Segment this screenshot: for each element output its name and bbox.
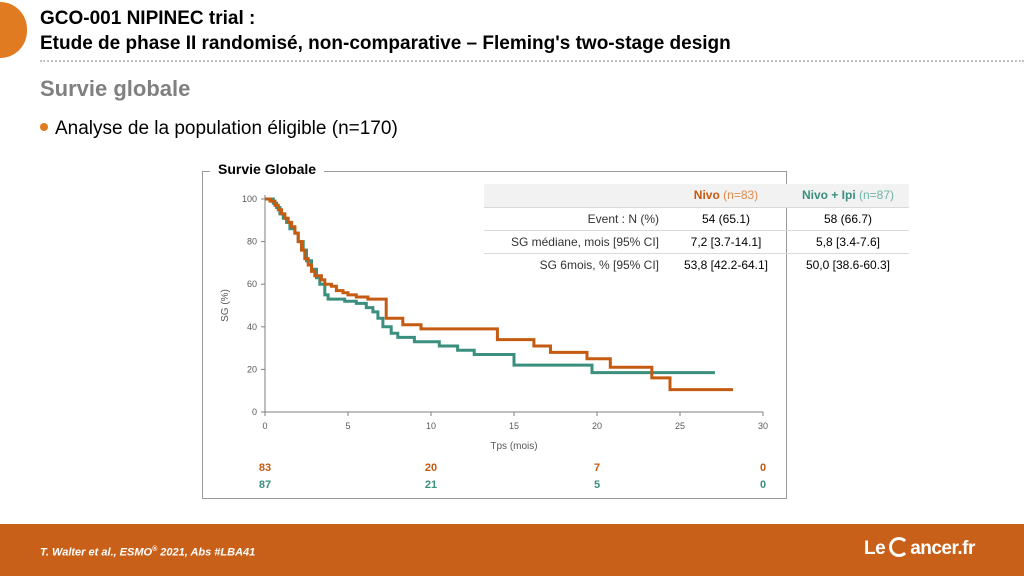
series-line-nivo-ipi <box>265 197 715 375</box>
stats-header-nivo: Nivo (n=83) <box>665 184 787 207</box>
x-tick-label: 20 <box>592 421 602 431</box>
y-tick-label: 60 <box>247 279 257 289</box>
stats-row-label: Event : N (%) <box>484 206 665 230</box>
y-tick-label: 80 <box>247 237 257 247</box>
stats-combo-value: 58 (66.7) <box>787 206 909 230</box>
footer-citation: T. Walter et al., ESMO® 2021, Abs #LBA41 <box>40 546 255 559</box>
header-nivo-name: Nivo <box>693 188 720 203</box>
stats-row-label: SG 6mois, % [95% CI] <box>484 252 665 276</box>
stats-row-label: SG médiane, mois [95% CI] <box>484 229 665 253</box>
y-tick-label: 100 <box>242 194 257 204</box>
x-tick-label: 10 <box>426 421 436 431</box>
brand-logo-suffix: ancer.fr <box>910 538 975 559</box>
chart-curves <box>265 197 734 392</box>
at-risk-combo-value: 87 <box>259 479 271 491</box>
title-line-1: GCO-001 NIPINEC trial : <box>40 8 256 29</box>
bullet-dot-icon <box>40 122 48 131</box>
series-line-nivo <box>265 197 734 392</box>
x-tick-label: 25 <box>675 421 685 431</box>
title-divider <box>40 60 1024 62</box>
at-risk-nivo-value: 0 <box>760 462 766 474</box>
at-risk-nivo-value: 83 <box>259 462 271 474</box>
stats-header-combo: Nivo + Ipi (n=87) <box>787 184 909 207</box>
bullet-item: Analyse de la population éligible (n=170… <box>40 118 398 140</box>
bullet-text: Analyse de la population éligible (n=170… <box>55 118 398 139</box>
citation-main: T. Walter et al., ESMO <box>40 546 153 559</box>
y-axis-title: SG (%) <box>220 289 231 322</box>
header-combo-n: (n=87) <box>859 188 895 203</box>
stats-row: SG 6mois, % [95% CI] 53,8 [42.2-64.1] 50… <box>484 252 909 276</box>
stats-header-row: Nivo (n=83) Nivo + Ipi (n=87) <box>484 184 909 207</box>
stats-row: Event : N (%) 54 (65.1) 58 (66.7) <box>484 206 909 230</box>
x-tick-label: 5 <box>345 421 350 431</box>
brand-logo-prefix: Le <box>864 538 886 559</box>
header-combo-name: Nivo + Ipi <box>801 188 856 203</box>
at-risk-table: 83 87 20 21 7 5 0 0 <box>259 462 766 491</box>
chart-axes: 0 20 40 60 80 100 0 5 10 15 20 25 30 Tps (mois) SG (%) <box>220 194 768 452</box>
at-risk-nivo-value: 7 <box>594 462 600 474</box>
at-risk-combo-value: 21 <box>425 479 437 491</box>
chart-frame <box>202 171 787 499</box>
at-risk-combo-value: 5 <box>594 479 600 491</box>
section-heading: Survie globale <box>40 76 191 101</box>
y-tick-label: 20 <box>247 364 257 374</box>
slide-title: GCO-001 NIPINEC trial : Etude de phase I… <box>40 6 1000 56</box>
stats-combo-value: 5,8 [3.4-7.6] <box>787 229 909 253</box>
title-line-2: Etude de phase II randomisé, non-compara… <box>40 33 731 54</box>
x-tick-label: 0 <box>262 421 267 431</box>
at-risk-combo-value: 0 <box>760 479 766 491</box>
stats-table: Nivo (n=83) Nivo + Ipi (n=87) Event : N … <box>484 184 909 276</box>
x-axis-title: Tps (mois) <box>490 441 537 452</box>
header-nivo-n: (n=83) <box>723 188 759 203</box>
c-logo-icon <box>889 536 910 557</box>
at-risk-nivo-value: 20 <box>425 462 437 474</box>
stats-nivo-value: 7,2 [3.7-14.1] <box>665 229 787 253</box>
x-tick-label: 30 <box>758 421 768 431</box>
chart-title: Survie Globale <box>210 161 325 177</box>
brand-logo[interactable]: Le ancer.fr <box>864 536 975 560</box>
footer-bar <box>0 524 1024 576</box>
y-tick-label: 0 <box>252 407 257 417</box>
x-tick-label: 15 <box>509 421 519 431</box>
citation-tail: 2021, Abs #LBA41 <box>157 546 256 559</box>
stats-header-empty <box>484 184 665 207</box>
y-tick-label: 40 <box>247 322 257 332</box>
stats-row: SG médiane, mois [95% CI] 7,2 [3.7-14.1]… <box>484 229 909 253</box>
citation-registered: ® <box>152 546 158 553</box>
stats-nivo-value: 54 (65.1) <box>665 206 787 230</box>
stats-combo-value: 50,0 [38.6-60.3] <box>787 252 909 276</box>
stats-nivo-value: 53,8 [42.2-64.1] <box>665 252 787 276</box>
